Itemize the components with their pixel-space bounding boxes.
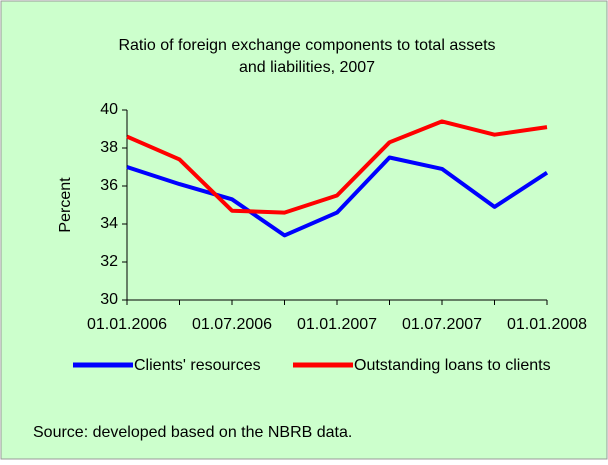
source-note: Source: developed based on the NBRB data…	[33, 424, 352, 441]
y-tick-label: 34	[100, 215, 118, 232]
x-tick-label: 01.01.2006	[87, 316, 167, 333]
x-tick-label: 01.07.2007	[402, 316, 482, 333]
series-line	[126, 155, 549, 238]
y-axis-label: Percent	[57, 177, 74, 233]
legend-label: Outstanding loans to clients	[354, 357, 551, 374]
chart-title: Ratio of foreign exchange components to …	[118, 37, 495, 54]
x-tick-label: 01.01.2007	[297, 316, 377, 333]
y-tick-label: 40	[100, 101, 118, 118]
legend-label: Clients' resources	[134, 357, 261, 374]
series-line	[126, 119, 548, 215]
chart-title: and liabilities, 2007	[239, 59, 375, 76]
y-tick-label: 32	[100, 253, 118, 270]
x-tick-label: 01.07.2006	[192, 316, 272, 333]
x-tick-label: 01.01.2008	[507, 316, 587, 333]
y-tick-label: 38	[100, 139, 118, 156]
y-tick-label: 36	[100, 177, 118, 194]
y-tick-label: 30	[100, 291, 118, 308]
